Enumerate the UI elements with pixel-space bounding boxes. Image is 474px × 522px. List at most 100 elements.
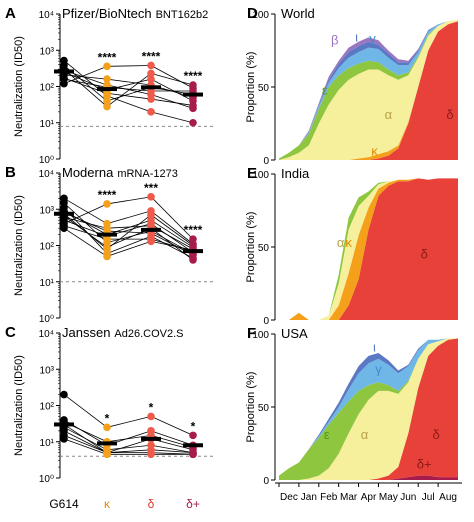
data-point (60, 194, 68, 203)
panel-label: F (247, 325, 256, 342)
paired-line (106, 95, 152, 113)
area-series-α (279, 178, 458, 320)
significance-stars: **** (98, 50, 117, 64)
paired-line (106, 65, 152, 67)
paired-line (63, 426, 108, 451)
median-bar (141, 85, 161, 90)
panel-title-main: Pfizer/BioNtech (62, 6, 152, 21)
panel-label: A (5, 5, 16, 22)
paired-line (150, 449, 194, 454)
y-tick-label: 10⁴ (39, 10, 54, 21)
paired-line (150, 416, 194, 436)
panel-title: Janssen Ad26.COV2.S (62, 325, 184, 340)
paired-line (63, 227, 108, 257)
area-series-δ (279, 178, 458, 320)
data-point (60, 56, 68, 65)
y-tick-label: 50 (258, 243, 270, 254)
paired-line (63, 394, 108, 428)
x-tick-label: Jul (422, 492, 435, 503)
x-tick-label: Dec (280, 492, 298, 503)
y-tick-label: 10² (40, 83, 55, 94)
paired-line (150, 214, 194, 246)
paired-line (150, 94, 194, 109)
paired-line (106, 434, 152, 443)
y-tick-label: 10⁰ (39, 474, 54, 485)
y-tick-label: 10⁴ (39, 329, 54, 340)
data-point (103, 450, 111, 459)
paired-line (63, 212, 108, 232)
data-point (60, 390, 68, 399)
y-tick-label: 10² (40, 402, 55, 413)
x-tick-label: Jan (301, 492, 317, 503)
paired-line (150, 73, 194, 86)
data-point (103, 62, 111, 71)
paired-line (63, 215, 108, 248)
significance-stars: **** (184, 69, 203, 83)
significance-stars: * (149, 400, 154, 414)
data-point (103, 75, 111, 83)
data-point (103, 243, 111, 251)
data-point (60, 435, 68, 443)
panel-title-sub: Ad26.COV2.S (114, 328, 183, 340)
y-tick-label: 0 (263, 476, 269, 487)
x-category-label: κ (104, 497, 111, 511)
x-tick-label: Apr (361, 492, 377, 503)
panel-label: C (5, 324, 16, 341)
data-point (60, 216, 68, 224)
data-point (60, 79, 68, 88)
paired-line (106, 225, 152, 229)
significance-stars: **** (98, 188, 117, 202)
significance-stars: * (105, 411, 110, 425)
paired-line (150, 78, 194, 102)
data-point (103, 92, 111, 100)
data-point (103, 423, 111, 432)
area-panel-E: Eα κ δ 0 50 100 India Proportion (%) (245, 165, 458, 327)
panel-title: Pfizer/BioNtech BNT162b2 (62, 6, 208, 21)
x-category-label: δ (148, 497, 155, 511)
area-label: δ+ (417, 456, 432, 471)
data-point (103, 252, 111, 261)
paired-line (63, 71, 108, 91)
data-point (189, 84, 197, 92)
x-tick-label: Mar (340, 492, 358, 503)
panel-label: B (5, 164, 16, 181)
data-point (103, 200, 111, 208)
data-point (189, 450, 197, 459)
area-label: κ (345, 235, 352, 250)
data-point (147, 95, 155, 103)
panel-title: India (281, 166, 310, 181)
y-axis-label: Proportion (%) (245, 52, 257, 123)
area-series-α (279, 338, 458, 480)
y-axis-label: Proportion (%) (245, 212, 257, 283)
paired-line (150, 227, 194, 261)
y-tick-label: 10³ (40, 46, 55, 57)
y-tick-label: 10⁰ (39, 155, 54, 166)
median-bar (183, 443, 203, 448)
data-point (147, 412, 155, 421)
area-label: δ (432, 427, 439, 442)
data-point (147, 207, 155, 215)
paired-line (106, 210, 152, 225)
paired-line (106, 78, 152, 86)
data-point (147, 219, 155, 228)
panel-title: Moderna mRNA-1273 (62, 165, 178, 180)
scatter-panel-B: B Moderna mRNA-1273 10⁰ 10¹ 10² 10³ 10⁴ Neutrali… (5, 164, 215, 325)
area-label: κ (371, 144, 378, 159)
paired-line (150, 65, 194, 89)
paired-line (150, 430, 194, 446)
paired-line (106, 444, 152, 451)
significance-stars: * (191, 419, 196, 433)
x-tick-label: Aug (439, 492, 457, 503)
median-bar (54, 422, 74, 427)
paired-line (63, 434, 108, 454)
x-category-label: G614 (49, 497, 79, 511)
paired-line (150, 111, 194, 124)
panel-title: World (281, 6, 315, 21)
paired-line (63, 216, 108, 229)
area-series-α (279, 19, 458, 160)
significance-stars: *** (144, 181, 158, 195)
paired-line (150, 196, 194, 240)
area-label: α (385, 107, 393, 122)
data-point (147, 75, 155, 83)
y-tick-label: 0 (263, 156, 269, 167)
